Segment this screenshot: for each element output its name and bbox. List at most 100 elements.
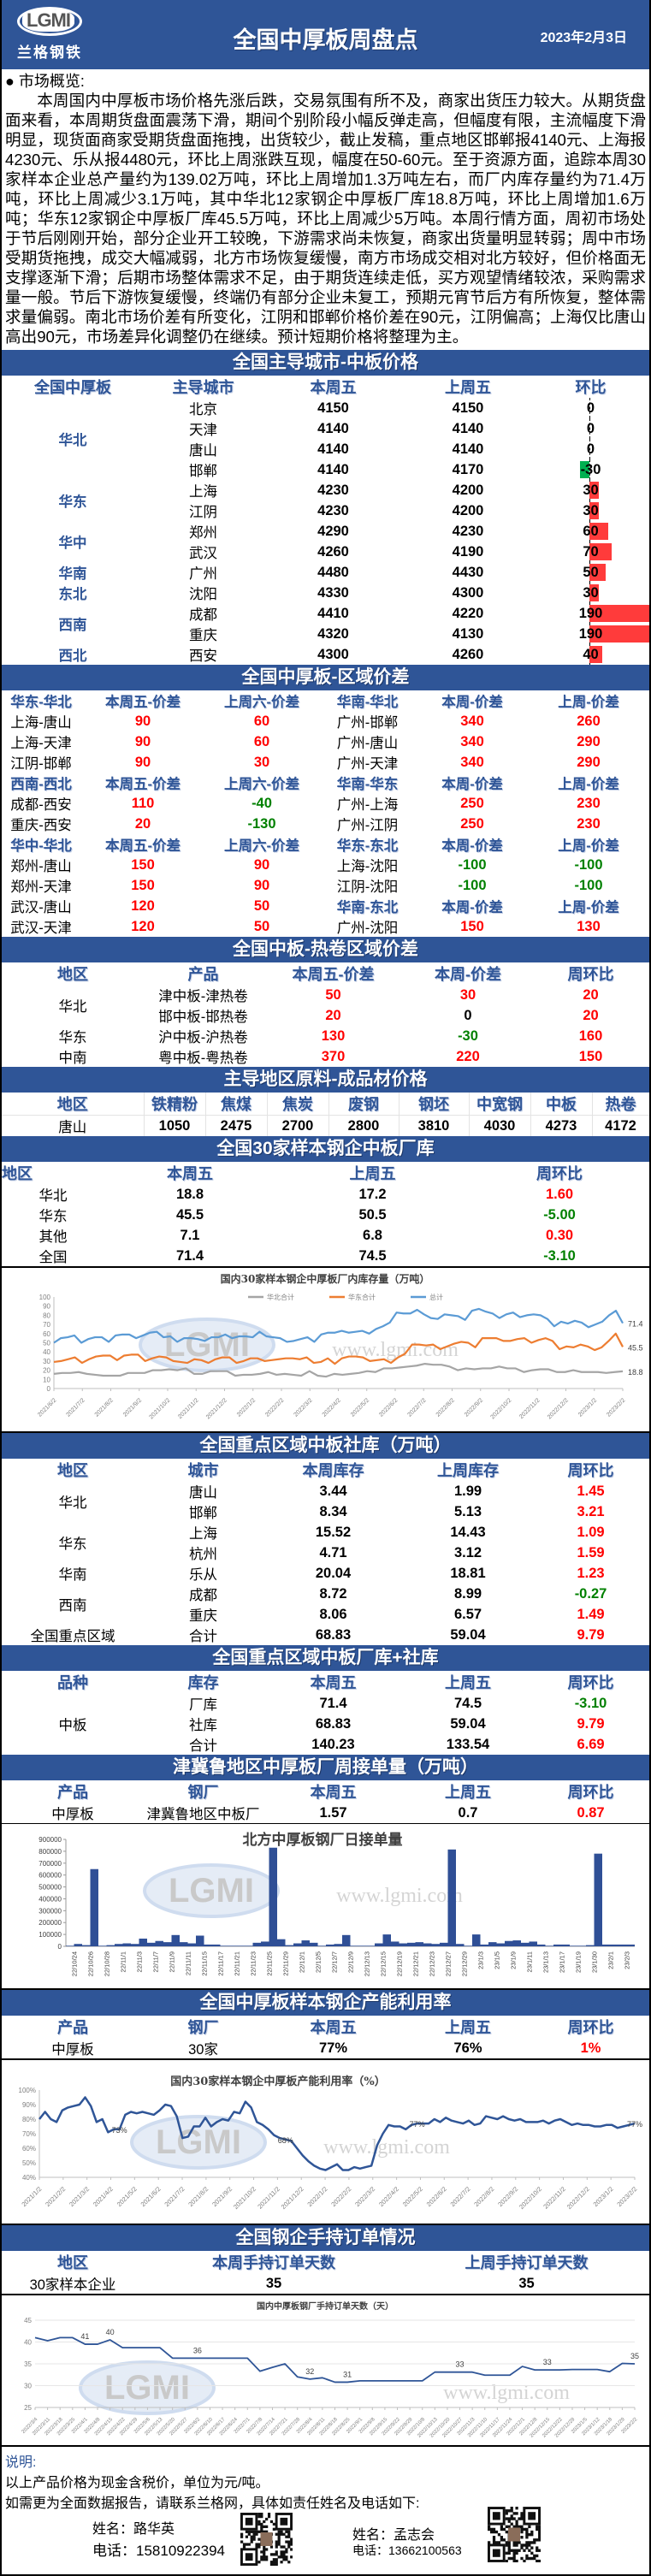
increase-bar [589,502,600,519]
city-pair: 上海-天津 [10,736,72,751]
qr-module [285,2540,288,2543]
bar [610,1944,618,1946]
watermark-url: www.lgmi.com [336,1885,463,1907]
value-cell: 133.54 [446,1736,490,1752]
order-book-table: 地区 本周手持订单天数 上周手持订单天数 30家样本企业 35 35 [2,2251,649,2294]
value-cell: 50 [325,986,341,1003]
qr-module [287,2532,291,2536]
x-tick-label: 23/2/1 [607,1951,615,1969]
column-header: 周环比 [567,1674,614,1691]
change-value: 30 [583,482,599,498]
x-tick-label: 2023/1/2 [592,2185,615,2208]
qr-module [530,2556,534,2561]
y-tick-label: 45 [24,2317,32,2324]
qr-module [257,2530,261,2533]
qr-module [290,2538,293,2541]
qr-module [528,2541,531,2544]
value-cell: 4230 [452,523,484,539]
footer-notes: 说明: 以上产品价格为现金含税价，单位为元/吨。 如需更为全面数据报告，请联系兰… [2,2447,649,2574]
table-row: 中厚板 津冀鲁地区中板厂 1.57 0.7 0.87 [2,1803,649,1823]
qr-module [265,2548,269,2551]
series-line-0 [38,2096,636,2171]
qr-module [265,2525,269,2529]
qr-module [242,2543,246,2546]
value-cell: 140.23 [311,1736,355,1752]
qr-module [280,2550,283,2554]
x-tick-label: 22/12/23 [429,1951,436,1976]
label-cell: 邯中板-邯热卷 [158,1010,248,1025]
region-cell: 中板 [58,1718,87,1733]
spread-value: 250 [460,795,484,811]
spread-value: 340 [460,713,484,729]
value-cell: -30 [458,1027,478,1044]
x-tick-label: 2022/2/2 [264,1397,285,1418]
watermark-logo: LGMI [169,1872,254,1910]
section-title-social-inventory: 全国重点区域中板社库（万吨） [2,1433,649,1459]
change-value: 70 [583,543,599,560]
qr-module [500,2525,504,2529]
watermark-logo: LGMI [164,1326,250,1364]
label-cell: 合计 [189,1738,217,1754]
page-title: 全国中厚板周盘点 [233,27,418,53]
watermark-logo: LGMI [104,2369,190,2407]
y-tick-label: 80 [43,1312,50,1319]
x-tick-label: 2022/3/2 [353,2185,376,2208]
qr-module [277,2532,281,2536]
x-tick-label: 22/12/1 [299,1951,306,1973]
bar [537,1944,546,1946]
qr-module [252,2538,256,2541]
spread-value: 250 [460,815,484,832]
table-row: 重庆-西安 20 -130 广州-江阴 250 230 [2,814,649,834]
bar [561,1944,570,1946]
table-row: 武汉-唐山 120 50 华南-东北 本周-价差 上周-价差 [2,896,649,916]
value-cell: 4140 [317,441,349,457]
value-cell: 4330 [317,584,349,601]
qr-module [536,2525,539,2529]
pair-header: 上周-价差 [558,900,619,915]
spread-value: 150 [131,856,155,873]
contact-2-qr-code[interactable] [488,2507,541,2562]
qr-module [528,2525,531,2529]
value-cell: 20 [583,1007,599,1023]
bar [180,1942,188,1946]
pair-header: 本周五-价差 [105,777,181,792]
label-cell: 中厚板 [51,2042,94,2058]
change-cell: 30 [532,583,649,603]
label-cell: 杭州 [189,1547,217,1562]
value-cell: 14.43 [450,1524,486,1540]
qr-module [525,2541,529,2544]
change-value: 0 [586,400,595,416]
contact-1-qr-code[interactable] [240,2513,293,2566]
qr-module [528,2543,531,2547]
spread-value: 90 [253,877,270,893]
column-header: 地区 [2,1165,33,1182]
x-tick-label: 2022/6/2 [378,1397,399,1418]
column-header: 钢坯 [399,1093,470,1116]
x-tick-label: 22/10/26 [87,1951,95,1976]
qr-finder-center [280,2517,288,2526]
bar [447,1849,456,1946]
qr-module [269,2563,274,2566]
label-cell: 30家样本企业 [29,2277,116,2293]
qr-module [505,2517,508,2520]
data-label: 77% [410,2120,425,2129]
qr-module [488,2527,491,2532]
bar [391,1941,399,1946]
bar [618,1944,627,1946]
pair-header: 华南-华北 [336,695,399,710]
bar [155,1940,163,1946]
bar [204,1944,212,1946]
column-header: 周环比 [567,1462,614,1479]
qr-module [525,2536,529,2539]
bar [415,1942,423,1946]
y-tick-label: 50% [22,2159,36,2167]
table-row: 杭州 4.71 3.12 1.59 [2,1543,649,1563]
table-row: 中南 粤中板-粤热卷 370 220 150 [2,1046,649,1067]
qr-module [260,2558,263,2561]
qr-module [512,2512,516,2515]
table-header-row: 地区 本周五 上周五 周环比 [2,1162,649,1184]
qr-module [255,2543,258,2546]
qr-module [515,2507,518,2510]
spread-value: 60 [253,713,270,729]
table-row: 华南 广州 4480 4430 50 [2,562,649,583]
